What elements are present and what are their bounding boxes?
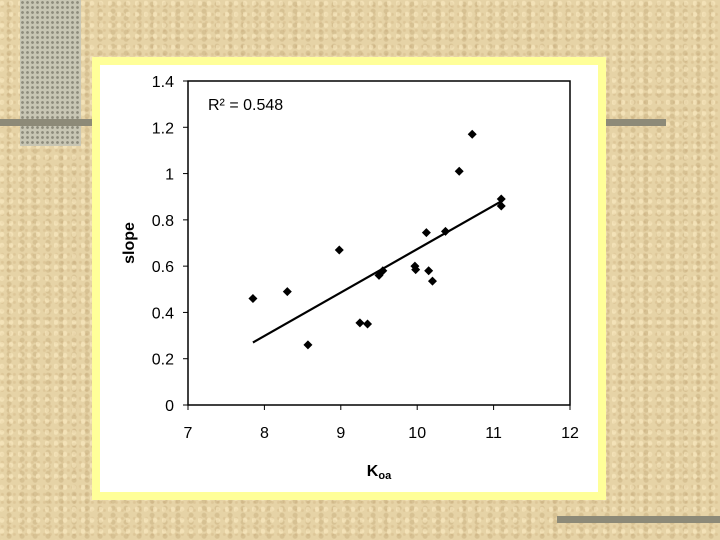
- point: [427, 276, 437, 286]
- plot-area: [187, 80, 571, 406]
- point: [496, 201, 506, 211]
- y-tick-label: 1.2: [152, 120, 174, 137]
- decor-bar: [600, 119, 666, 126]
- decor-bar: [557, 516, 720, 523]
- decor-bar: [0, 119, 100, 126]
- x-tick-label: 7: [184, 425, 193, 442]
- y-tick-label: 1.4: [152, 74, 174, 91]
- y-tick-label: 0.6: [152, 259, 174, 276]
- y-axis-label: slope: [121, 222, 138, 264]
- x-tick-label: 11: [485, 425, 502, 442]
- x-tick-label: 8: [260, 425, 269, 442]
- point: [411, 265, 421, 275]
- y-tick-label: 0.4: [152, 305, 174, 322]
- point: [467, 129, 477, 139]
- point: [378, 266, 388, 276]
- annotation: R² = 0.548: [208, 97, 283, 114]
- x-tick-label: 10: [408, 425, 426, 442]
- point: [421, 228, 431, 238]
- point: [334, 245, 344, 255]
- point: [496, 194, 506, 204]
- y-tick-label: 0.2: [152, 352, 174, 369]
- point: [282, 287, 292, 297]
- x-tick-label: 12: [561, 425, 579, 442]
- x-axis-label-main: K: [367, 463, 379, 480]
- y-tick-label: 0.8: [152, 213, 174, 230]
- chart-area: [100, 65, 598, 492]
- x-axis-label-sub: oa: [378, 470, 392, 482]
- y-tick-label: 0: [165, 398, 174, 415]
- point: [424, 266, 434, 276]
- point: [363, 319, 373, 329]
- point: [248, 294, 258, 304]
- point: [355, 318, 365, 328]
- point: [303, 340, 313, 350]
- point: [440, 226, 450, 236]
- point: [454, 166, 464, 176]
- x-axis-label: Koa: [367, 463, 392, 482]
- trend-line: [252, 200, 502, 344]
- y-tick-label: 1: [165, 167, 174, 184]
- x-tick-label: 9: [336, 425, 345, 442]
